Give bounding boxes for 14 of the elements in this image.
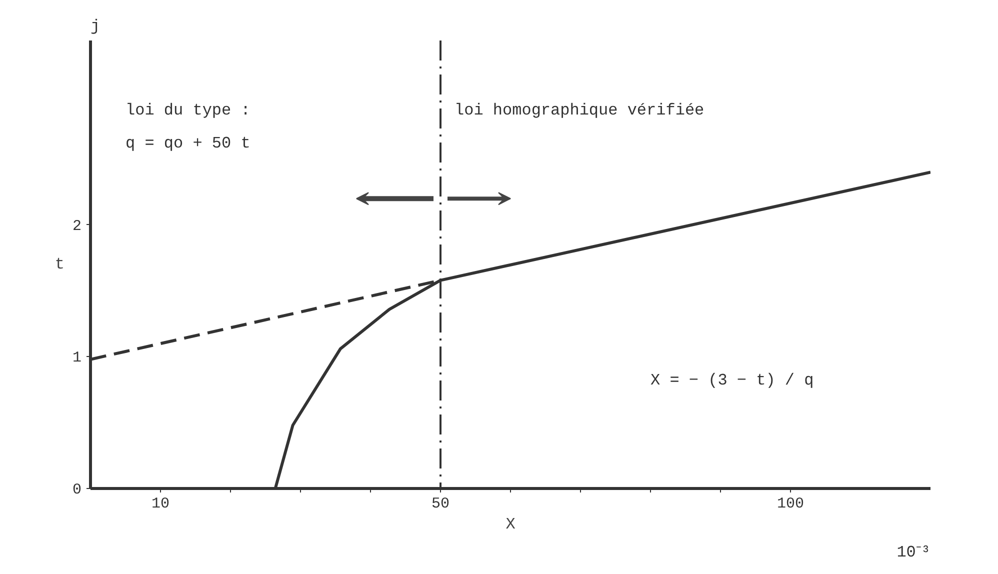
text: j [90,18,100,36]
annotation: X = − (3 − t) / q [650,372,814,390]
annotation: loi du type : [126,102,250,120]
y-tick-label: 2 [72,218,82,235]
x-tick-label: 100 [777,496,804,512]
text: 10⁻³ [896,544,931,562]
x-tick-label: 10 [152,496,170,512]
y-tick-label: 1 [72,350,82,367]
y-tick-label: 0 [72,482,82,498]
y-axis-title: t [54,256,65,274]
x-axis-title: X [506,516,516,534]
annotation: q = qo + 50 t [126,134,250,152]
x-tick-label: 50 [432,496,450,512]
annotation: loi homographique vérifiée [454,102,704,120]
